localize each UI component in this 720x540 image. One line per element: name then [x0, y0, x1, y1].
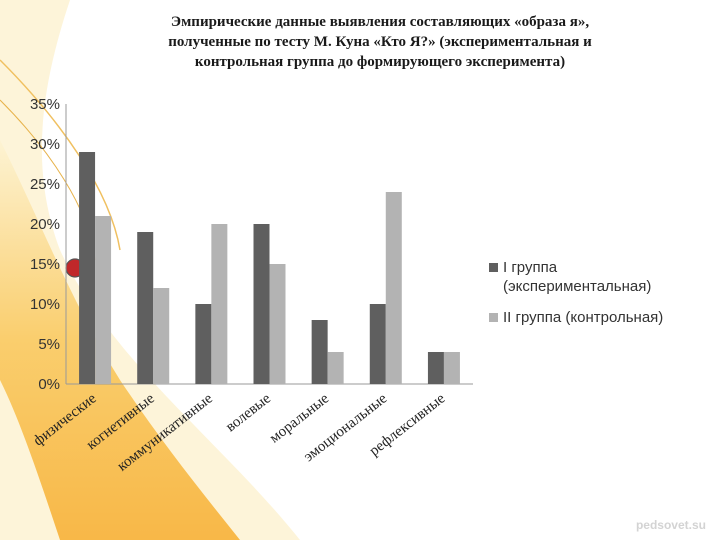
bar-2-1 [95, 216, 112, 384]
legend-swatch-group-2 [489, 313, 498, 322]
bar-1-6 [369, 304, 386, 384]
y-tick-label: 35% [30, 96, 60, 113]
bar-2-7 [443, 352, 460, 384]
bar-2-6 [385, 192, 402, 384]
bar-1-1 [79, 152, 96, 384]
bar-2-3 [211, 224, 228, 384]
legend-item-group-2: II группа (контрольная) [489, 308, 709, 327]
y-tick-label: 15% [30, 256, 60, 273]
chart-legend: I группа (экспериментальная) II группа (… [489, 258, 709, 339]
legend-label-group-1-line-1: I группа [503, 259, 558, 276]
watermark: pedsovet.su [635, 518, 706, 532]
y-tick-label: 30% [30, 136, 60, 153]
bar-2-4 [269, 264, 286, 384]
x-tick-label: коммуникативные [115, 390, 217, 474]
bar-1-2 [137, 232, 154, 384]
bar-2-5 [327, 352, 344, 384]
legend-swatch-group-1 [489, 263, 498, 272]
y-tick-label: 5% [38, 336, 60, 353]
title-line-2: полученные по тесту М. Куна «Кто Я?» (эк… [168, 34, 592, 50]
slide-title: Эмпирические данные выявления составляющ… [110, 12, 650, 72]
title-line-1: Эмпирические данные выявления составляющ… [170, 14, 590, 30]
y-tick-label: 20% [30, 216, 60, 233]
bar-1-4 [253, 224, 270, 384]
legend-label-group-1-line-2: (экспериментальная) [503, 278, 652, 295]
y-tick-label: 25% [30, 176, 60, 193]
bar-1-7 [427, 352, 444, 384]
legend-label-group-2: II группа (контрольная) [503, 309, 664, 326]
bar-1-3 [195, 304, 212, 384]
bar-1-5 [311, 320, 328, 384]
x-tick-label: волевые [223, 390, 274, 435]
y-tick-label: 10% [30, 296, 60, 313]
title-line-3: контрольная группа до формирующего экспе… [194, 54, 566, 70]
bar-2-2 [153, 288, 170, 384]
legend-item-group-1: I группа (экспериментальная) [489, 258, 709, 296]
y-tick-label: 0% [38, 376, 60, 393]
